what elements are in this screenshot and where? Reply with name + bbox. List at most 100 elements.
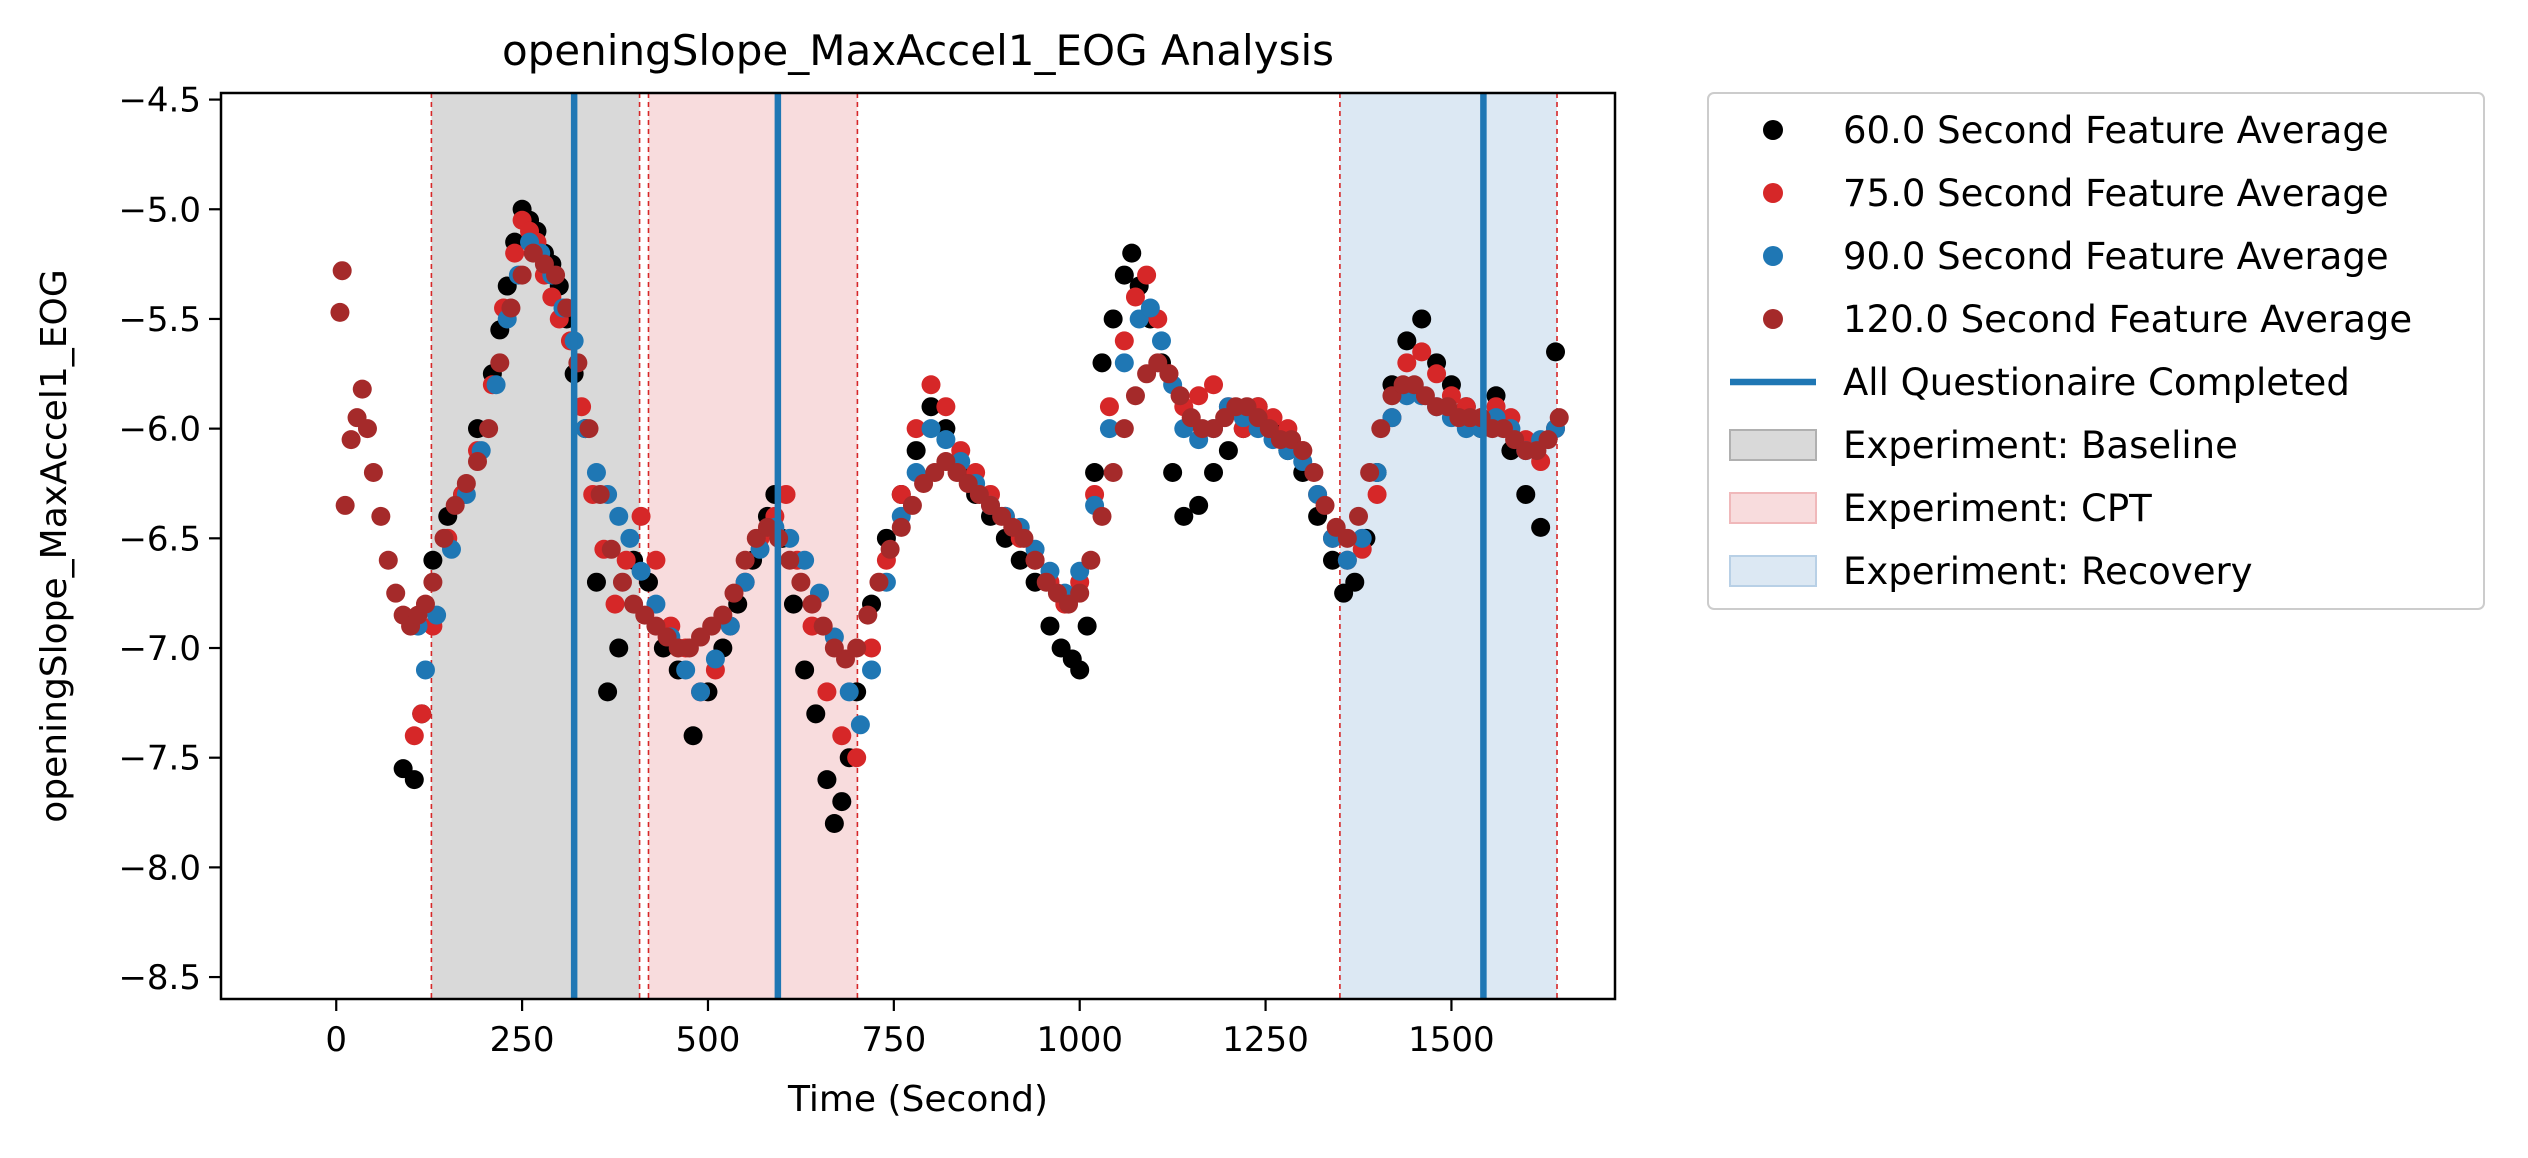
- series-2-point: [1352, 528, 1372, 548]
- x-tick-label: 0: [325, 1020, 347, 1060]
- legend-label: 75.0 Second Feature Average: [1843, 172, 2389, 215]
- series-3-point: [869, 572, 889, 592]
- series-3-point: [590, 484, 610, 504]
- series-0-point: [1546, 342, 1566, 362]
- series-0-point: [1345, 572, 1365, 592]
- series-1-point: [1427, 364, 1447, 384]
- series-3-point: [791, 572, 811, 592]
- series-0-point: [1092, 353, 1112, 373]
- series-2-point: [1151, 331, 1171, 351]
- series-0-point: [1122, 243, 1142, 263]
- series-2-point: [691, 682, 711, 702]
- legend: 60.0 Second Feature Average 75.0 Second F…: [1707, 92, 2485, 610]
- scatter-points: [330, 199, 1569, 834]
- y-tick-label: −6.5: [118, 519, 201, 559]
- series-3-point: [780, 550, 800, 570]
- series-3-point: [1315, 495, 1335, 515]
- legend-label: 90.0 Second Feature Average: [1843, 235, 2389, 278]
- series-3-point: [601, 539, 621, 559]
- series-3-point: [445, 495, 465, 515]
- series-3-point: [802, 594, 822, 614]
- x-axis-title: Time (Second): [787, 1079, 1048, 1120]
- series-1-point: [832, 726, 852, 746]
- legend-label: 120.0 Second Feature Average: [1843, 298, 2412, 341]
- series-1-point: [631, 506, 651, 526]
- legend-marker: [1763, 120, 1783, 140]
- series-0-point: [906, 441, 926, 461]
- series-0-point: [1103, 309, 1123, 329]
- axis-ticks: 0 250 500 750 1000 1250 1500 −8.5 −8.0 −7.5 −7.0 −6…: [118, 81, 1494, 1060]
- series-3-point: [724, 583, 744, 603]
- series-0-point: [1114, 265, 1134, 285]
- series-1-point: [1367, 484, 1387, 504]
- series-0-point: [423, 550, 443, 570]
- series-0-point: [1077, 616, 1097, 636]
- series-3-point: [1538, 430, 1558, 450]
- series-2-point: [862, 660, 882, 680]
- series-1-point: [412, 704, 432, 724]
- series-2-point: [586, 463, 606, 483]
- series-3-point: [330, 302, 350, 322]
- series-0-point: [1070, 660, 1090, 680]
- legend-patch: [1729, 492, 1817, 524]
- series-0-point: [598, 682, 618, 702]
- series-0-point: [806, 704, 826, 724]
- series-0-point: [832, 792, 852, 812]
- series-3-point: [612, 572, 632, 592]
- series-1-point: [1137, 265, 1157, 285]
- legend-marker: [1763, 309, 1783, 329]
- series-0-point: [817, 770, 837, 790]
- y-axis-title: openingSlope_MaxAccel1_EOG: [34, 269, 75, 822]
- series-3-point: [434, 528, 454, 548]
- series-3-point: [363, 463, 383, 483]
- series-1-point: [1397, 353, 1417, 373]
- series-1-point: [936, 397, 956, 417]
- series-3-point: [1025, 550, 1045, 570]
- legend-patch: [1729, 555, 1817, 587]
- series-1-point: [646, 550, 666, 570]
- series-0-point: [921, 397, 941, 417]
- y-tick-label: −8.5: [118, 958, 201, 998]
- series-3-point: [1125, 386, 1145, 406]
- series-3-point: [357, 419, 377, 439]
- series-1-point: [1099, 397, 1119, 417]
- series-3-point: [1360, 463, 1380, 483]
- y-tick-label: −5.0: [118, 190, 201, 230]
- series-3-point: [386, 583, 406, 603]
- series-0-point: [1322, 550, 1342, 570]
- legend-label: Experiment: Recovery: [1843, 550, 2253, 593]
- series-3-point: [378, 550, 398, 570]
- series-2-point: [1337, 550, 1357, 570]
- series-2-point: [1114, 353, 1134, 373]
- series-3-point: [847, 638, 867, 658]
- series-0-point: [404, 770, 424, 790]
- y-tick-label: −7.5: [118, 739, 201, 779]
- series-2-point: [795, 550, 815, 570]
- series-1-point: [862, 638, 882, 658]
- series-0-point: [1174, 506, 1194, 526]
- series-1-point: [1125, 287, 1145, 307]
- series-0-point: [1412, 309, 1432, 329]
- series-0-point: [609, 638, 629, 658]
- series-3-point: [880, 539, 900, 559]
- completion-lines: [570, 93, 1487, 999]
- series-3-point: [1549, 408, 1569, 428]
- series-1-point: [616, 550, 636, 570]
- series-1-point: [847, 748, 867, 768]
- span-2: [1339, 93, 1558, 999]
- series-3-point: [352, 379, 372, 399]
- legend-marker: [1763, 246, 1783, 266]
- legend-marker: [1763, 183, 1783, 203]
- series-2-point: [620, 528, 640, 548]
- series-3-point: [1014, 528, 1034, 548]
- series-3: [330, 243, 1569, 669]
- legend-box: [1707, 92, 2485, 610]
- series-3-point: [423, 572, 443, 592]
- series-3-point: [512, 265, 532, 285]
- series-3-point: [1070, 583, 1090, 603]
- series-0-point: [1218, 441, 1238, 461]
- y-tick-label: −6.0: [118, 410, 201, 450]
- series-3-point: [1081, 550, 1101, 570]
- series-3-point: [1159, 364, 1179, 384]
- series-3-point: [456, 473, 476, 493]
